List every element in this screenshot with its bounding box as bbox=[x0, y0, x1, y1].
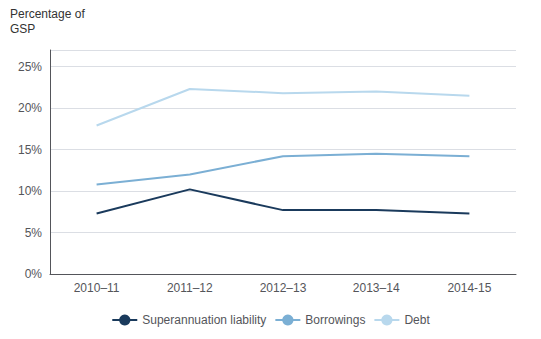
svg-text:2013–14: 2013–14 bbox=[353, 281, 400, 295]
svg-text:20%: 20% bbox=[18, 101, 42, 115]
svg-text:Borrowings: Borrowings bbox=[305, 313, 365, 327]
svg-text:0%: 0% bbox=[25, 267, 43, 281]
svg-text:Percentage of: Percentage of bbox=[10, 7, 85, 21]
svg-text:Superannuation liability: Superannuation liability bbox=[142, 313, 266, 327]
svg-text:25%: 25% bbox=[18, 60, 42, 74]
svg-text:2014-15: 2014-15 bbox=[447, 281, 491, 295]
svg-text:2011–12: 2011–12 bbox=[167, 281, 213, 295]
svg-text:5%: 5% bbox=[25, 226, 43, 240]
svg-text:Debt: Debt bbox=[404, 313, 430, 327]
svg-text:15%: 15% bbox=[18, 143, 42, 157]
svg-text:2010–11: 2010–11 bbox=[74, 281, 120, 295]
svg-text:GSP: GSP bbox=[10, 22, 35, 36]
svg-text:2012–13: 2012–13 bbox=[260, 281, 307, 295]
svg-text:10%: 10% bbox=[18, 184, 42, 198]
